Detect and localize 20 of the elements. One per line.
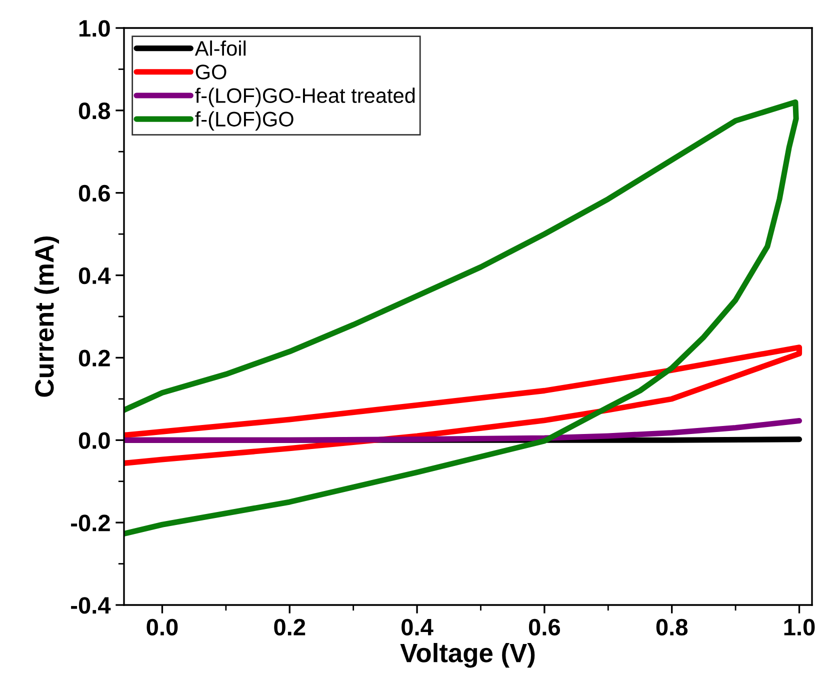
y-tick-label: 0.8 <box>78 102 110 120</box>
y-tick-label: -0.4 <box>71 597 111 614</box>
y-tick-label: 0.2 <box>78 350 110 366</box>
legend-label: GO <box>196 64 226 80</box>
y-tick-label: -0.2 <box>71 514 110 532</box>
y-axis-title: Current (mA) <box>34 236 60 397</box>
legend-label: f-(LOF)GO <box>195 111 294 131</box>
x-tick-label: 0.8 <box>656 618 688 636</box>
x-tick-label: 0.0 <box>146 618 178 636</box>
x-axis-title: Voltage (V) <box>400 642 535 668</box>
y-tick-label: 0.6 <box>78 184 110 202</box>
y-tick-label: 0.4 <box>78 267 111 284</box>
y-tick-label: 1.0 <box>79 20 110 37</box>
y-tick-label: 0.0 <box>78 432 110 449</box>
x-tick-label: 1.0 <box>784 618 815 636</box>
x-tick-label: 0.2 <box>274 618 306 636</box>
legend-label: Al-foil <box>194 40 246 56</box>
x-tick-label: 0.4 <box>402 618 434 636</box>
x-tick-label: 0.6 <box>528 618 560 636</box>
legend-label: f-(LOF)GO-Heat treated <box>195 88 415 108</box>
